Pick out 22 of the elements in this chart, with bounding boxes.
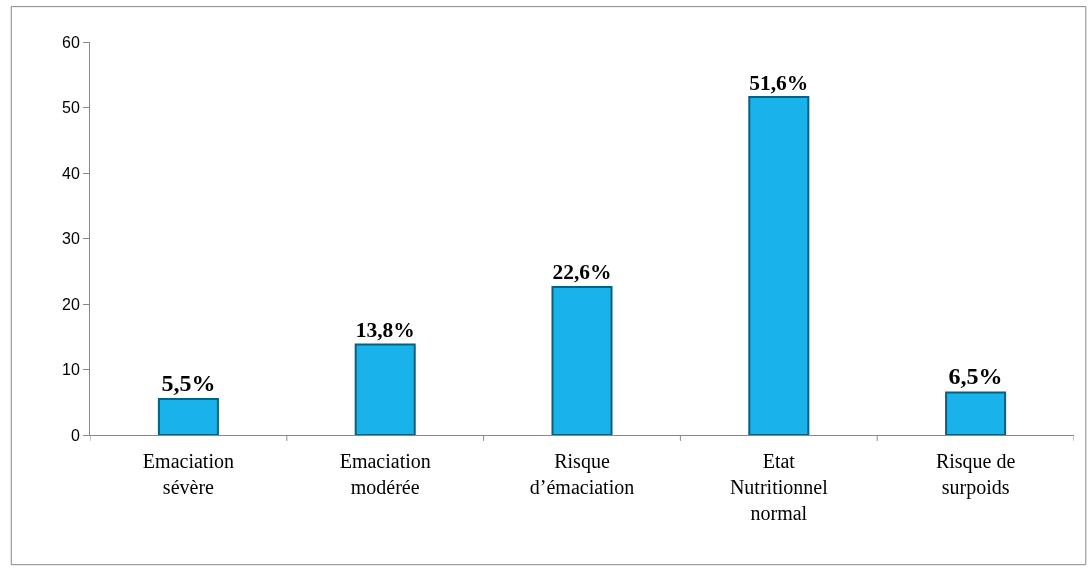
x-tick-label: Risque d’émaciation	[529, 450, 635, 498]
y-tick-label: 20	[62, 295, 80, 313]
data-label: 13,8%	[355, 318, 415, 343]
y-tick-label: 40	[62, 164, 80, 182]
data-label: 51,6%	[749, 70, 809, 95]
bar	[551, 285, 613, 435]
data-label: 5,5%	[161, 369, 216, 396]
bar	[354, 343, 416, 435]
y-tick-label: 10	[62, 361, 80, 379]
x-tick-label: Emaciation sévère	[142, 450, 234, 498]
x-tick-label: Etat Nutritionnel normal	[729, 450, 829, 524]
y-tick-label: 50	[62, 99, 80, 117]
data-label: 6,5%	[948, 363, 1003, 390]
y-tick-label: 0	[70, 426, 80, 444]
x-tick-label: Emaciation modérée	[339, 450, 431, 498]
bar	[157, 397, 219, 435]
bar	[945, 391, 1007, 435]
x-tick-label: Risque de surpoids	[935, 450, 1016, 499]
y-tick-label: 60	[62, 33, 80, 51]
data-label: 22,6%	[552, 260, 612, 285]
y-tick-label: 30	[62, 230, 80, 248]
bar	[748, 96, 810, 435]
